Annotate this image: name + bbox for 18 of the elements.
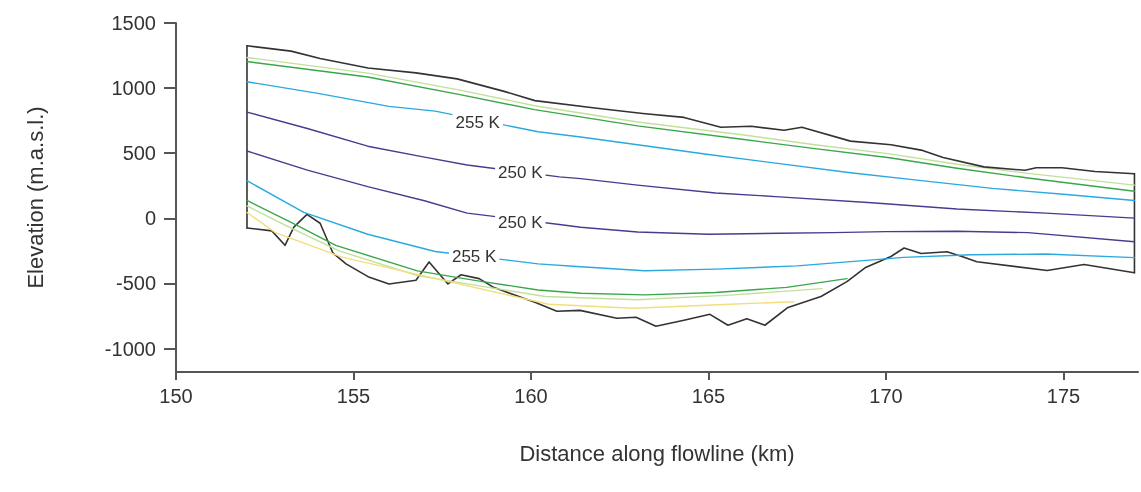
y-tick-label: -500: [115, 272, 156, 295]
x-tick-label: 170: [869, 385, 903, 407]
x-tick-label: 155: [336, 385, 371, 407]
x-tick-label: 160: [514, 385, 548, 407]
y-tick-label: 1000: [111, 77, 156, 100]
y-tick-label: 0: [144, 207, 156, 230]
annotation: 250 K: [498, 162, 544, 182]
annotation: 255 K: [455, 113, 501, 133]
y-tick-label: 500: [122, 142, 156, 165]
x-tick-label: 165: [691, 385, 726, 407]
y-tick-label: -1000: [104, 337, 156, 360]
annotation: 255 K: [451, 246, 498, 266]
y-axis-title: Elevation (m.a.s.l.): [22, 106, 48, 289]
x-axis-title: Distance along flowline (km): [519, 440, 795, 466]
annotation: 250 K: [498, 213, 544, 233]
x-tick-label: 150: [159, 385, 193, 407]
y-tick-label: 1500: [111, 12, 156, 34]
x-tick-label: 175: [1046, 385, 1081, 407]
